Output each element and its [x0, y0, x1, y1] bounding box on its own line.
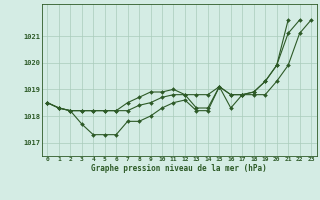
X-axis label: Graphe pression niveau de la mer (hPa): Graphe pression niveau de la mer (hPa): [91, 164, 267, 173]
